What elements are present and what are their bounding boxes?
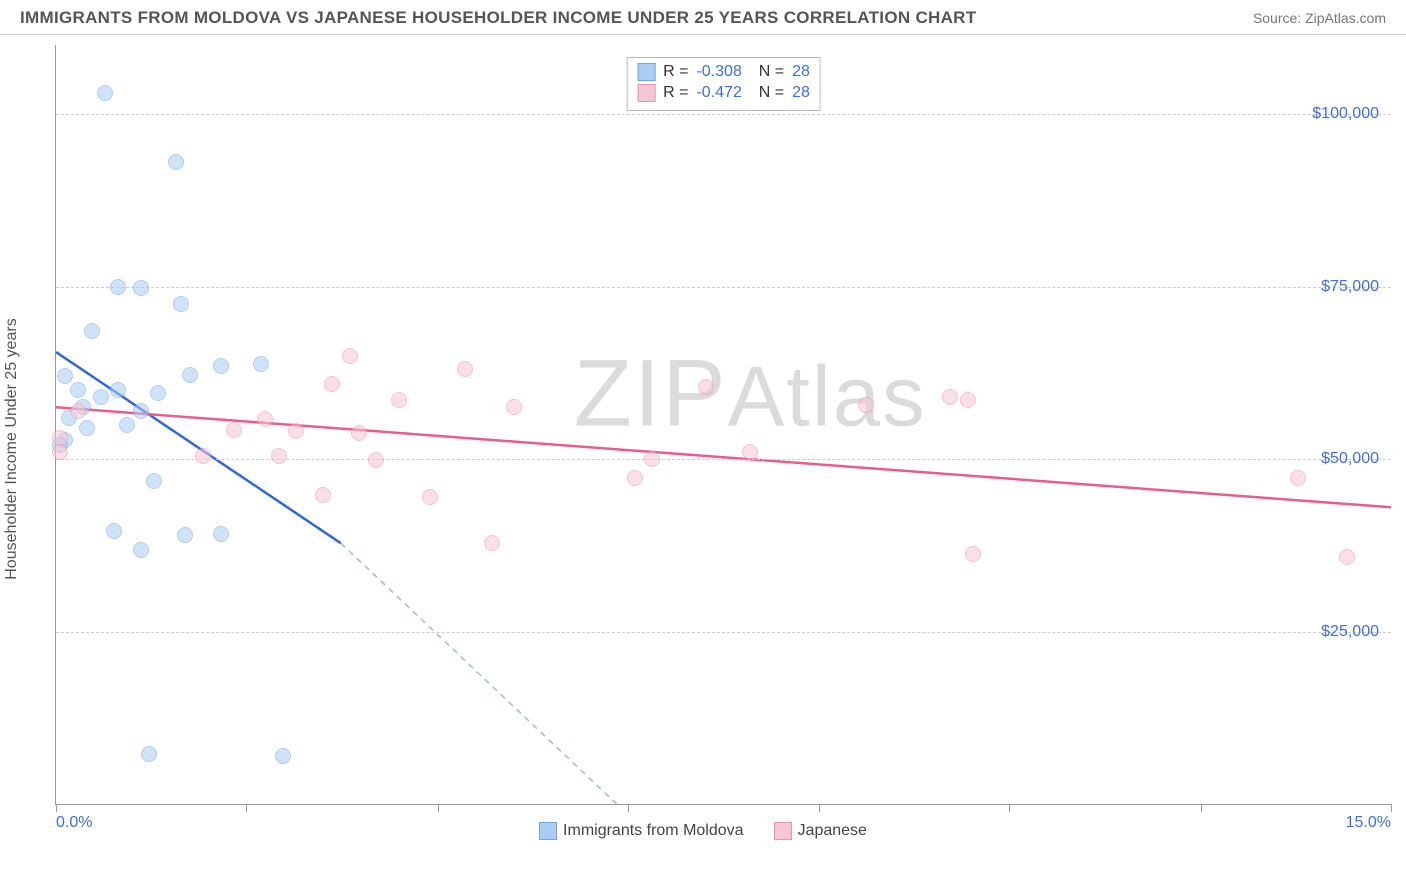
data-point bbox=[257, 411, 273, 427]
data-point bbox=[226, 422, 242, 438]
gridline bbox=[56, 287, 1391, 288]
r-value-japanese: -0.472 bbox=[696, 83, 741, 104]
r-value-moldova: -0.308 bbox=[696, 62, 741, 83]
data-point bbox=[1290, 470, 1306, 486]
data-point bbox=[213, 358, 229, 374]
n-value-japanese: 28 bbox=[792, 83, 810, 104]
legend-swatch-moldova-icon bbox=[539, 822, 557, 840]
x-tick bbox=[819, 804, 820, 812]
footer-legend-label: Japanese bbox=[798, 822, 867, 840]
data-point bbox=[52, 444, 68, 460]
data-point bbox=[271, 448, 287, 464]
data-point bbox=[324, 376, 340, 392]
regression-lines bbox=[56, 45, 1391, 804]
data-point bbox=[84, 323, 100, 339]
data-point bbox=[960, 392, 976, 408]
legend-swatch-japanese-icon bbox=[774, 822, 792, 840]
legend-row: R = -0.308 N = 28 bbox=[637, 62, 810, 83]
data-point bbox=[173, 296, 189, 312]
data-point bbox=[288, 423, 304, 439]
data-point bbox=[351, 425, 367, 441]
data-point bbox=[422, 489, 438, 505]
data-point bbox=[133, 542, 149, 558]
legend-swatch-moldova bbox=[637, 63, 655, 81]
chart-title: IMMIGRANTS FROM MOLDOVA VS JAPANESE HOUS… bbox=[20, 8, 976, 28]
plot-region: ZIPAtlas R = -0.308 N = 28 R = -0.472 N … bbox=[55, 45, 1391, 805]
data-point bbox=[368, 452, 384, 468]
x-tick bbox=[1201, 804, 1202, 812]
footer-legend: Immigrants from Moldova Japanese bbox=[0, 822, 1406, 840]
x-tick bbox=[1391, 804, 1392, 812]
data-point bbox=[141, 746, 157, 762]
data-point bbox=[506, 399, 522, 415]
y-tick-label: $50,000 bbox=[1321, 450, 1379, 468]
chart-header: IMMIGRANTS FROM MOLDOVA VS JAPANESE HOUS… bbox=[0, 0, 1406, 35]
data-point bbox=[133, 403, 149, 419]
data-point bbox=[182, 367, 198, 383]
correlation-legend: R = -0.308 N = 28 R = -0.472 N = 28 bbox=[626, 57, 821, 111]
data-point bbox=[965, 546, 981, 562]
x-tick bbox=[1009, 804, 1010, 812]
data-point bbox=[253, 356, 269, 372]
data-point bbox=[57, 368, 73, 384]
data-point bbox=[457, 361, 473, 377]
chart-area: Householder Income Under 25 years ZIPAtl… bbox=[0, 35, 1406, 845]
data-point bbox=[627, 470, 643, 486]
data-point bbox=[177, 527, 193, 543]
y-tick-label: $100,000 bbox=[1312, 105, 1379, 123]
data-point bbox=[70, 403, 86, 419]
data-point bbox=[150, 385, 166, 401]
x-tick bbox=[438, 804, 439, 812]
data-point bbox=[110, 279, 126, 295]
y-tick-label: $75,000 bbox=[1321, 278, 1379, 296]
y-axis-label: Householder Income Under 25 years bbox=[3, 318, 21, 579]
data-point bbox=[168, 154, 184, 170]
data-point bbox=[70, 382, 86, 398]
footer-legend-item: Immigrants from Moldova bbox=[539, 822, 744, 840]
data-point bbox=[79, 420, 95, 436]
data-point bbox=[275, 748, 291, 764]
data-point bbox=[213, 526, 229, 542]
data-point bbox=[858, 397, 874, 413]
x-tick bbox=[56, 804, 57, 812]
y-tick-label: $25,000 bbox=[1321, 623, 1379, 641]
data-point bbox=[644, 451, 660, 467]
legend-row: R = -0.472 N = 28 bbox=[637, 83, 810, 104]
data-point bbox=[1339, 549, 1355, 565]
chart-source: Source: ZipAtlas.com bbox=[1253, 10, 1386, 26]
data-point bbox=[315, 487, 331, 503]
data-point bbox=[942, 389, 958, 405]
gridline bbox=[56, 459, 1391, 460]
n-value-moldova: 28 bbox=[792, 62, 810, 83]
data-point bbox=[119, 417, 135, 433]
footer-legend-label: Immigrants from Moldova bbox=[563, 822, 744, 840]
data-point bbox=[133, 280, 149, 296]
data-point bbox=[195, 448, 211, 464]
legend-swatch-japanese bbox=[637, 84, 655, 102]
data-point bbox=[110, 382, 126, 398]
x-tick bbox=[246, 804, 247, 812]
data-point bbox=[93, 389, 109, 405]
footer-legend-item: Japanese bbox=[774, 822, 867, 840]
data-point bbox=[146, 473, 162, 489]
watermark-text: ZIPAtlas bbox=[574, 340, 927, 449]
data-point bbox=[484, 535, 500, 551]
data-point bbox=[391, 392, 407, 408]
data-point bbox=[106, 523, 122, 539]
x-tick bbox=[628, 804, 629, 812]
data-point bbox=[342, 348, 358, 364]
gridline bbox=[56, 632, 1391, 633]
data-point bbox=[698, 379, 714, 395]
data-point bbox=[742, 444, 758, 460]
gridline bbox=[56, 114, 1391, 115]
data-point bbox=[97, 85, 113, 101]
